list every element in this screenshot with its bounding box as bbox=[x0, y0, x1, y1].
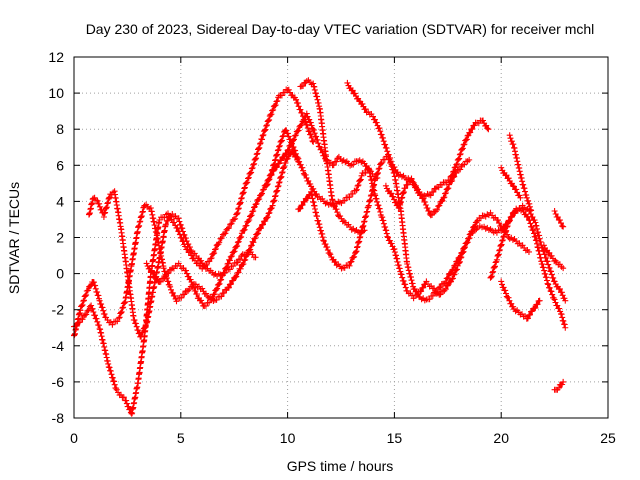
data-point-markers bbox=[506, 132, 535, 214]
y-tick-label: 8 bbox=[56, 121, 64, 137]
y-tick-label: 10 bbox=[48, 85, 64, 101]
x-tick-label: 15 bbox=[387, 430, 403, 446]
data-point-markers bbox=[498, 164, 524, 201]
data-point-markers bbox=[295, 153, 532, 304]
y-tick-label: -6 bbox=[52, 374, 65, 390]
axis-ticks: 0 5 10 15 20 25 -8 -6 -4 -2 0 2 4 6 8 10 12 bbox=[48, 49, 616, 446]
y-tick-label: 6 bbox=[56, 157, 64, 173]
y-tick-label: 4 bbox=[56, 193, 64, 209]
y-tick-label: -8 bbox=[52, 410, 65, 426]
x-axis-label: GPS time / hours bbox=[287, 458, 394, 474]
series-sat-p bbox=[551, 378, 567, 393]
series-sat-o bbox=[540, 242, 567, 272]
x-tick-label: 25 bbox=[600, 430, 616, 446]
series-sat-b bbox=[86, 188, 259, 340]
series-sat-e bbox=[263, 127, 569, 304]
x-tick-label: 0 bbox=[70, 430, 78, 446]
y-tick-label: -2 bbox=[52, 302, 65, 318]
data-point-markers bbox=[551, 208, 567, 230]
chart-title: Day 230 of 2023, Sidereal Day-to-day VTE… bbox=[86, 21, 595, 37]
y-tick-label: 2 bbox=[56, 230, 64, 246]
data-point-markers bbox=[344, 79, 492, 200]
series-sat-i bbox=[382, 156, 473, 219]
data-marks bbox=[71, 77, 569, 417]
x-tick-label: 10 bbox=[280, 430, 296, 446]
data-point-markers bbox=[297, 77, 368, 236]
data-point-markers bbox=[487, 205, 569, 331]
data-point-markers bbox=[498, 278, 543, 322]
data-point-markers bbox=[540, 242, 567, 272]
x-tick-label: 20 bbox=[493, 430, 509, 446]
series-sat-j bbox=[487, 205, 569, 331]
series-sat-g bbox=[295, 153, 532, 304]
series-sat-n bbox=[551, 208, 567, 230]
data-point-markers bbox=[86, 188, 259, 340]
data-point-markers bbox=[263, 127, 569, 304]
x-tick-label: 5 bbox=[177, 430, 185, 446]
y-tick-label: -4 bbox=[52, 338, 65, 354]
data-point-markers bbox=[382, 156, 473, 219]
series-sat-l bbox=[506, 132, 535, 214]
series-sat-m bbox=[498, 164, 524, 201]
series-sat-k bbox=[498, 278, 543, 322]
data-point-markers bbox=[551, 378, 567, 393]
series-sat-h bbox=[344, 79, 492, 200]
series-sat-f bbox=[297, 77, 368, 236]
y-axis-label: SDTVAR / TECUs bbox=[6, 182, 22, 294]
y-tick-label: 12 bbox=[48, 49, 64, 65]
y-tick-label: 0 bbox=[56, 266, 64, 282]
